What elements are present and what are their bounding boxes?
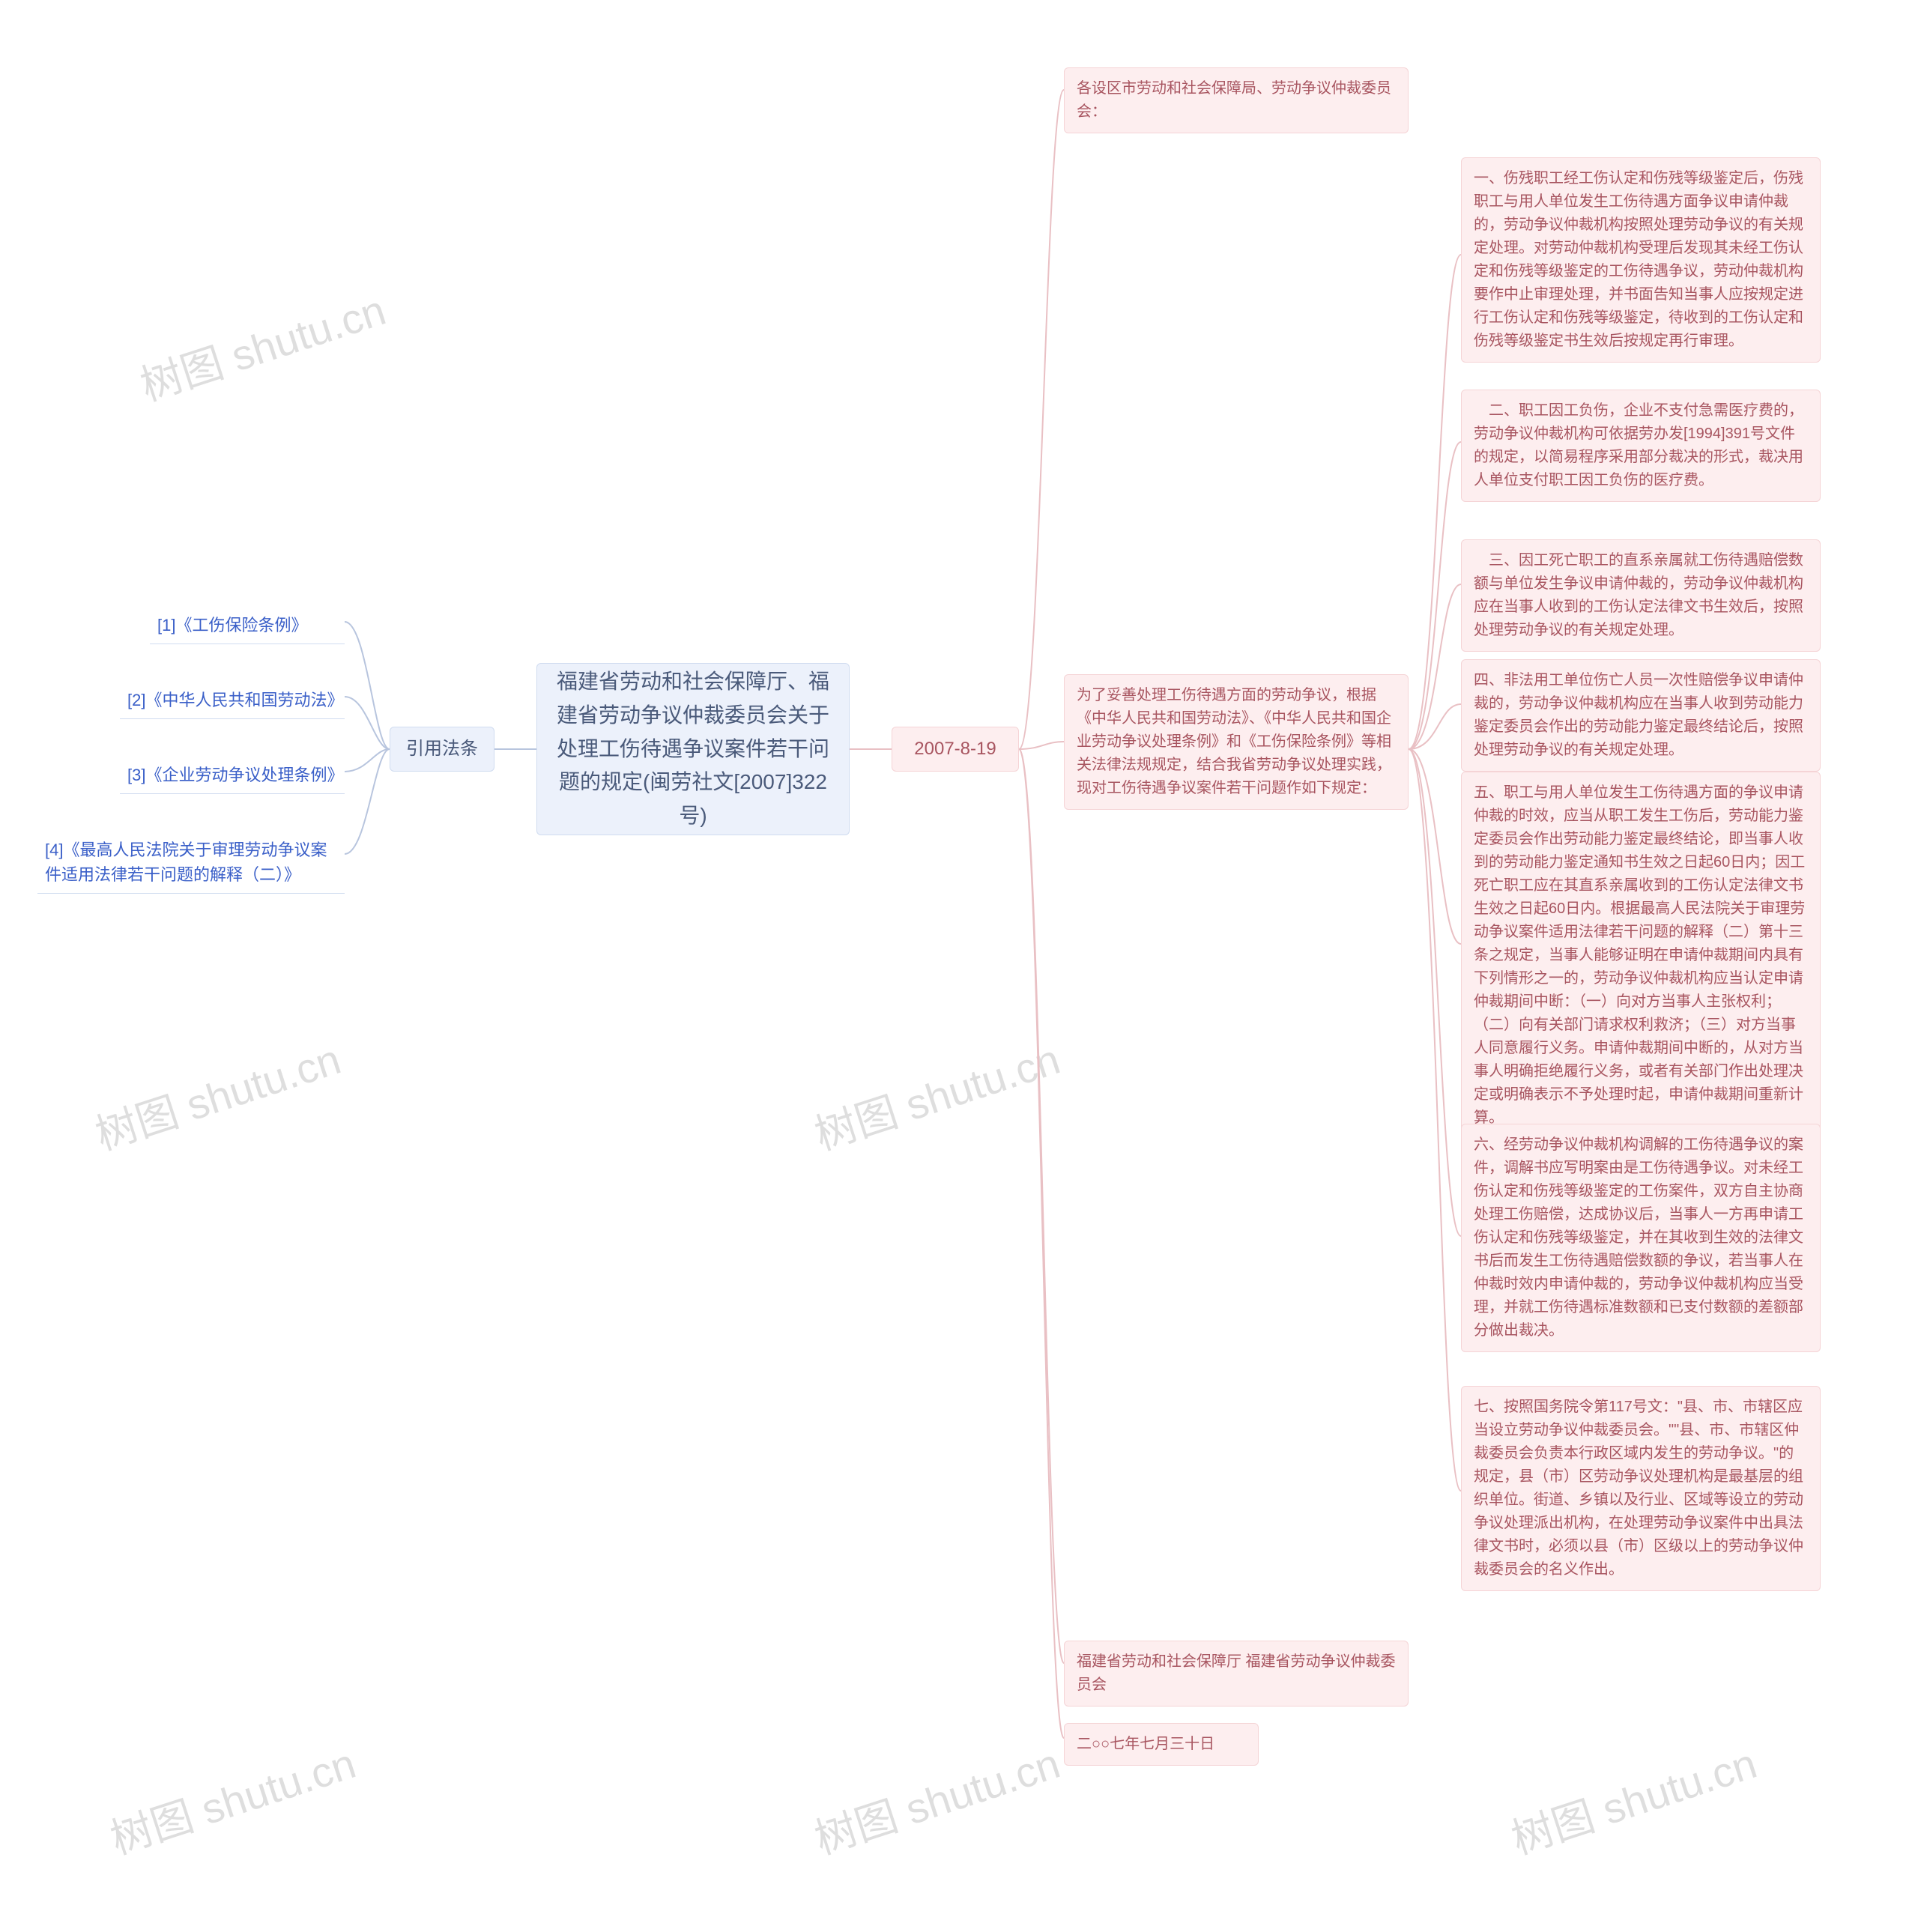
right-sub-1-child-0[interactable]: 一、伤残职工经工伤认定和伤残等级鉴定后，伤残职工与用人单位发生工伤待遇方面争议申… [1461, 157, 1821, 363]
left-leaf-0[interactable]: [1]《工伤保险条例》 [150, 607, 345, 644]
left-leaf-0-text: [1]《工伤保险条例》 [157, 613, 307, 638]
right-sub-1-child-2-text: 三、因工死亡职工的直系亲属就工伤待遇赔偿数额与单位发生争议申请仲裁的，劳动争议仲… [1474, 549, 1808, 642]
right-sub-1-text: 为了妥善处理工伤待遇方面的劳动争议，根据《中华人民共和国劳动法》、《中华人民共和… [1077, 684, 1396, 800]
root-node[interactable]: 福建省劳动和社会保障厅、福建省劳动争议仲裁委员会关于处理工伤待遇争议案件若干问题… [536, 663, 850, 835]
mindmap-canvas: 树图 shutu.cn 树图 shutu.cn 树图 shutu.cn 树图 s… [0, 0, 1918, 1932]
right-sub-1[interactable]: 为了妥善处理工伤待遇方面的劳动争议，根据《中华人民共和国劳动法》、《中华人民共和… [1064, 674, 1409, 810]
right-sub-0[interactable]: 各设区市劳动和社会保障局、劳动争议仲裁委员会： [1064, 67, 1409, 133]
right-branch-label[interactable]: 2007-8-19 [892, 727, 1019, 772]
right-sub-1-child-4[interactable]: 五、职工与用人单位发生工伤待遇方面的争议申请仲裁的时效，应当从职工发生工伤后，劳… [1461, 772, 1821, 1139]
watermark: 树图 shutu.cn [132, 277, 393, 414]
right-sub-1-child-1-text: 二、职工因工负伤，企业不支付急需医疗费的，劳动争议仲裁机构可依据劳办发[1994… [1474, 399, 1808, 492]
right-branch-text: 2007-8-19 [914, 736, 996, 763]
left-leaf-1[interactable]: [2]《中华人民共和国劳动法》 [120, 682, 345, 719]
right-sub-3[interactable]: 二○○七年七月三十日 [1064, 1723, 1259, 1766]
left-leaf-2-text: [3]《企业劳动争议处理条例》 [127, 763, 337, 787]
left-leaf-3-text: [4]《最高人民法院关于审理劳动争议案件适用法律若干问题的解释（二）》 [45, 838, 337, 887]
right-sub-1-child-3-text: 四、非法用工单位伤亡人员一次性赔偿争议申请仲裁的，劳动争议仲裁机构应在当事人收到… [1474, 669, 1808, 762]
right-sub-1-child-0-text: 一、伤残职工经工伤认定和伤残等级鉴定后，伤残职工与用人单位发生工伤待遇方面争议申… [1474, 167, 1808, 353]
left-branch-label[interactable]: 引用法条 [390, 727, 494, 772]
right-sub-3-text: 二○○七年七月三十日 [1077, 1733, 1214, 1756]
watermark: 树图 shutu.cn [102, 1730, 363, 1867]
right-sub-2[interactable]: 福建省劳动和社会保障厅 福建省劳动争议仲裁委员会 [1064, 1641, 1409, 1707]
root-title: 福建省劳动和社会保障厅、福建省劳动争议仲裁委员会关于处理工伤待遇争议案件若干问题… [549, 665, 837, 833]
right-sub-0-text: 各设区市劳动和社会保障局、劳动争议仲裁委员会： [1077, 77, 1396, 124]
right-sub-1-child-5[interactable]: 六、经劳动争议仲裁机构调解的工伤待遇争议的案件，调解书应写明案由是工伤待遇争议。… [1461, 1124, 1821, 1352]
right-sub-1-child-2[interactable]: 三、因工死亡职工的直系亲属就工伤待遇赔偿数额与单位发生争议申请仲裁的，劳动争议仲… [1461, 539, 1821, 652]
left-leaf-2[interactable]: [3]《企业劳动争议处理条例》 [120, 757, 345, 794]
right-sub-1-child-6[interactable]: 七、按照国务院令第117号文："县、市、市辖区应当设立劳动争议仲裁委员会。""县… [1461, 1386, 1821, 1591]
watermark: 树图 shutu.cn [1503, 1730, 1764, 1867]
left-branch-text: 引用法条 [406, 736, 478, 763]
left-leaf-3[interactable]: [4]《最高人民法院关于审理劳动争议案件适用法律若干问题的解释（二）》 [37, 832, 345, 894]
watermark: 树图 shutu.cn [806, 1026, 1067, 1163]
watermark: 树图 shutu.cn [87, 1026, 348, 1163]
right-sub-1-child-1[interactable]: 二、职工因工负伤，企业不支付急需医疗费的，劳动争议仲裁机构可依据劳办发[1994… [1461, 390, 1821, 502]
watermark: 树图 shutu.cn [806, 1730, 1067, 1867]
right-sub-1-child-6-text: 七、按照国务院令第117号文："县、市、市辖区应当设立劳动争议仲裁委员会。""县… [1474, 1396, 1808, 1581]
right-sub-1-child-3[interactable]: 四、非法用工单位伤亡人员一次性赔偿争议申请仲裁的，劳动争议仲裁机构应在当事人收到… [1461, 659, 1821, 772]
right-sub-1-child-4-text: 五、职工与用人单位发生工伤待遇方面的争议申请仲裁的时效，应当从职工发生工伤后，劳… [1474, 781, 1808, 1130]
right-sub-1-child-5-text: 六、经劳动争议仲裁机构调解的工伤待遇争议的案件，调解书应写明案由是工伤待遇争议。… [1474, 1133, 1808, 1342]
left-leaf-1-text: [2]《中华人民共和国劳动法》 [127, 688, 337, 712]
right-sub-2-text: 福建省劳动和社会保障厅 福建省劳动争议仲裁委员会 [1077, 1650, 1396, 1697]
